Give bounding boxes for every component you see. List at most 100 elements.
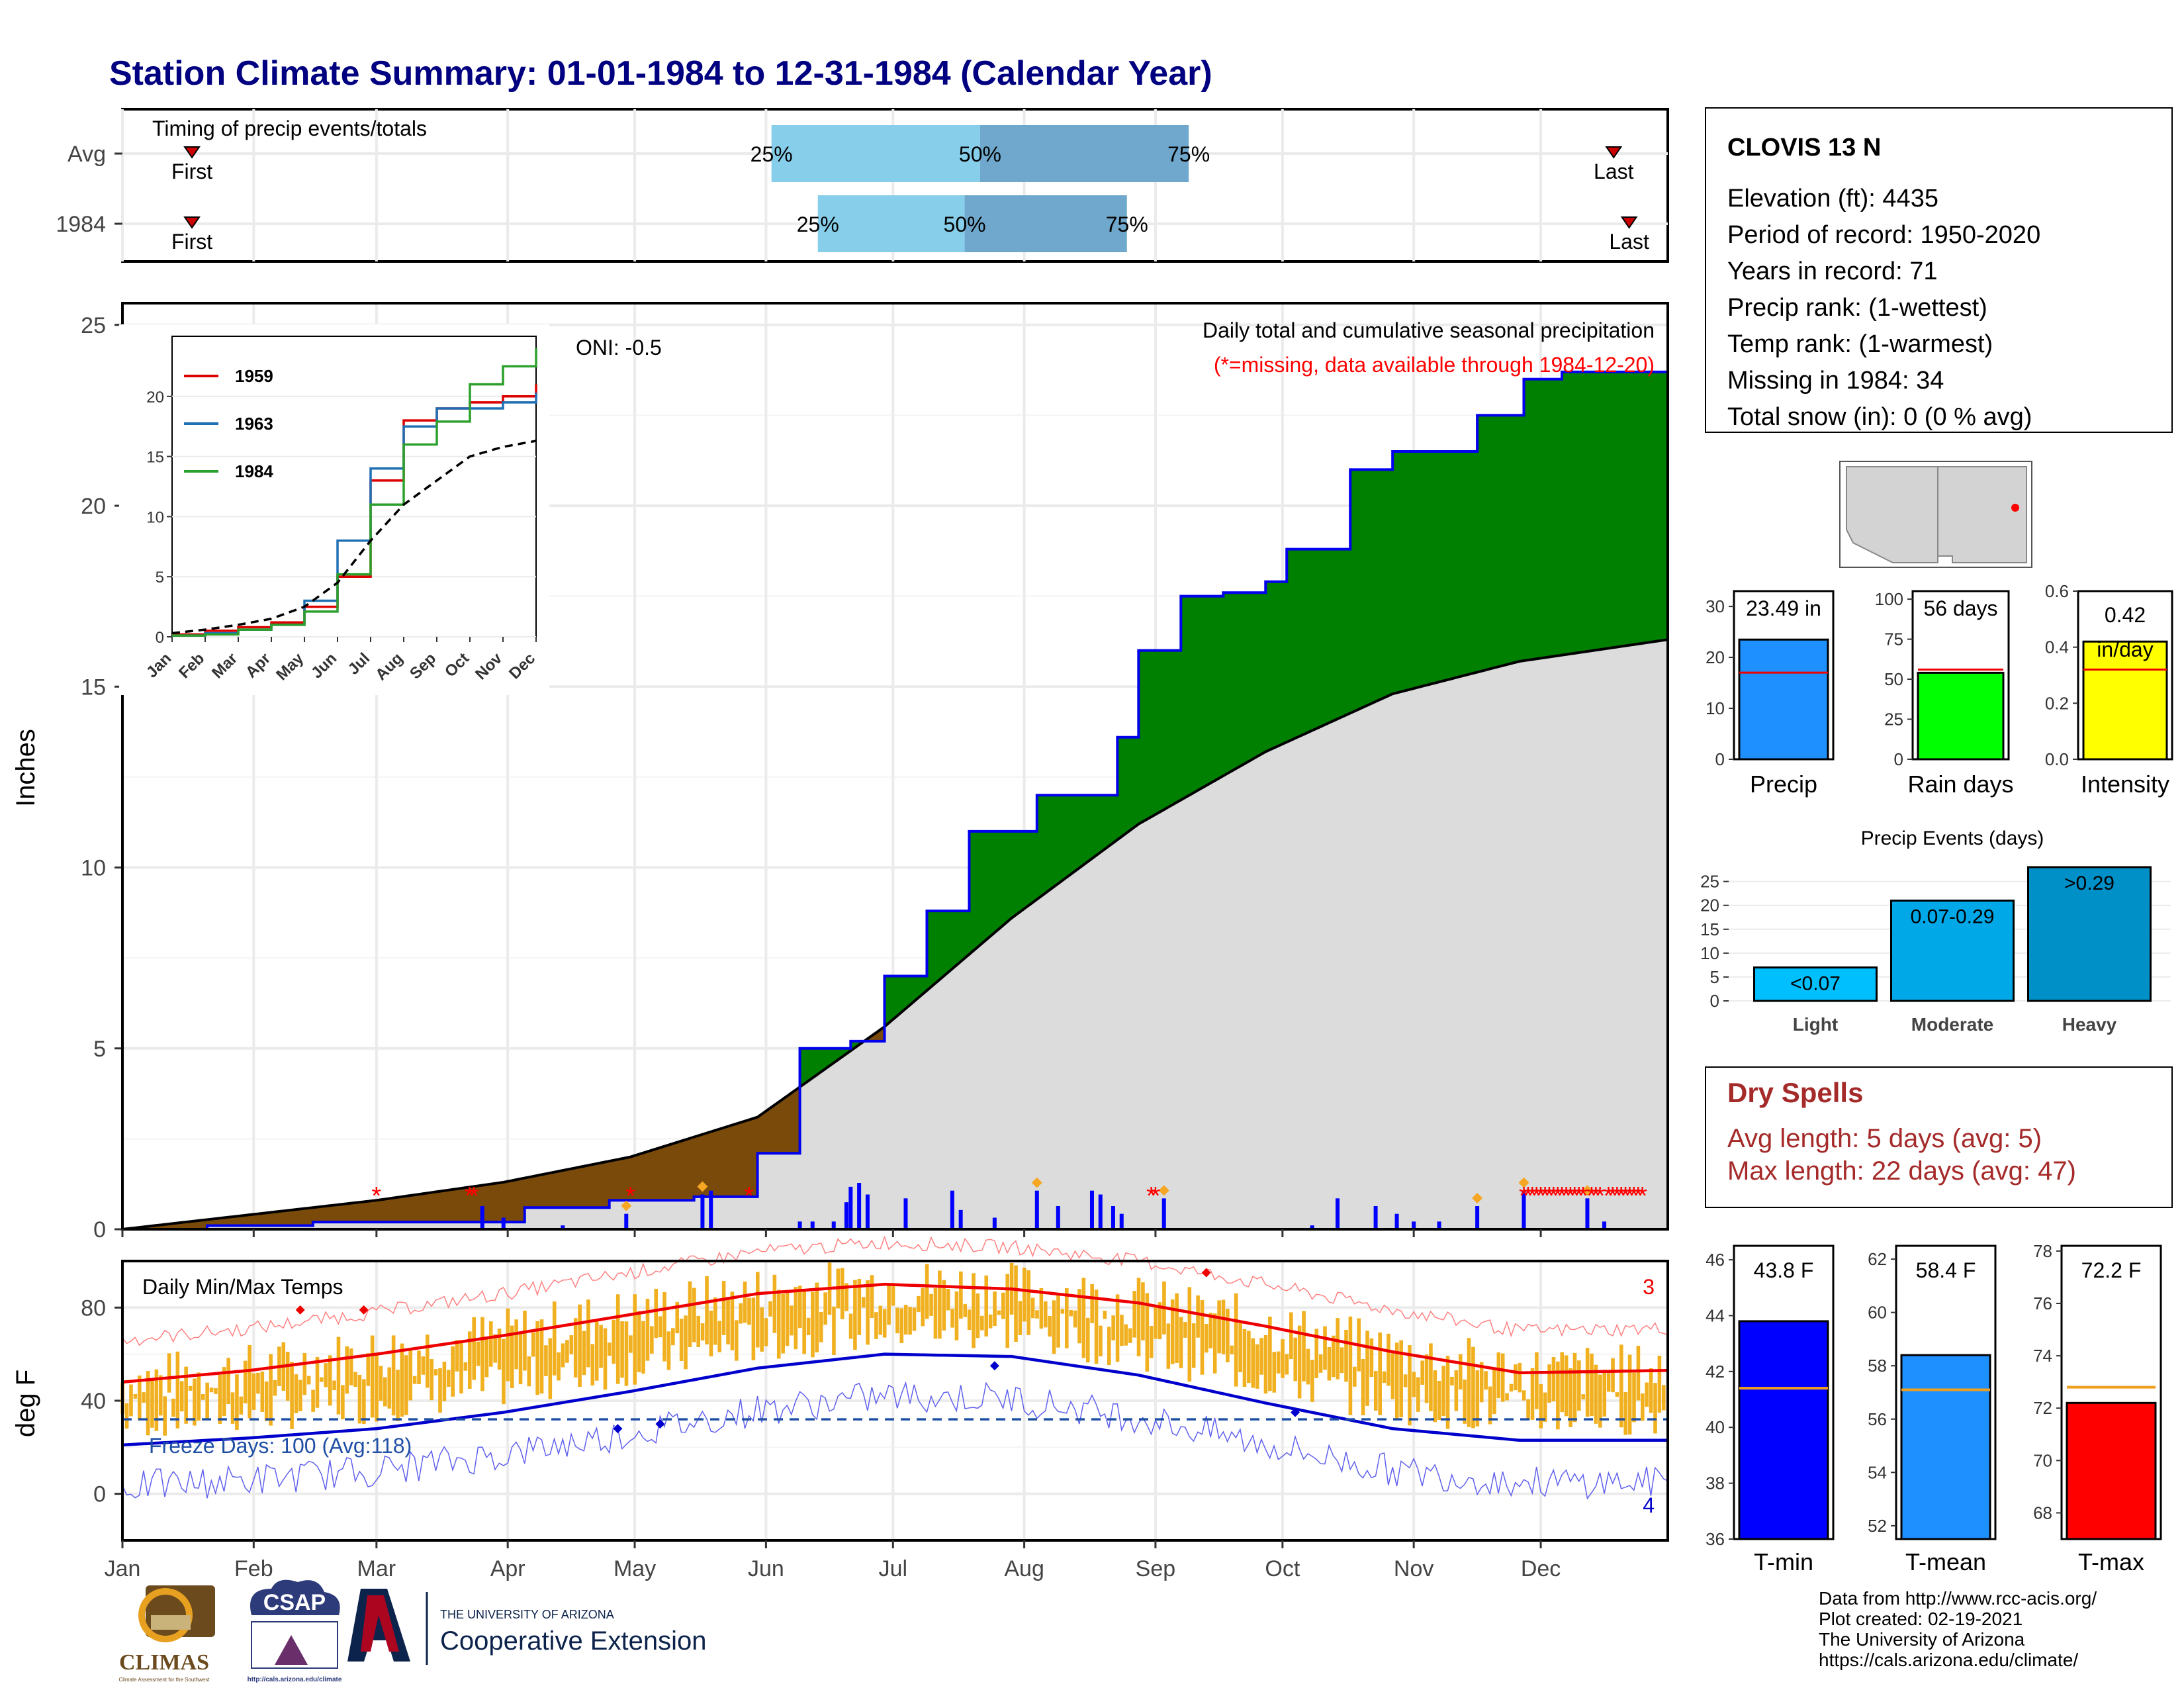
daily-temp-bar — [1641, 1393, 1645, 1421]
daily-temp-bar — [967, 1309, 972, 1331]
daily-temp-bar — [264, 1381, 269, 1421]
daily-temp-bar — [861, 1297, 866, 1308]
precip-stat-bar — [1738, 638, 1829, 761]
daily-temp-bar — [917, 1295, 921, 1313]
precip-event-bar — [1753, 966, 1878, 1002]
daily-temp-bar — [679, 1319, 684, 1362]
csap-cloud-icon — [250, 1579, 340, 1615]
daily-temp-bar — [1373, 1371, 1378, 1411]
daily-temp-bar — [1154, 1305, 1158, 1339]
precip-event-bar-label: <0.07 — [1790, 973, 1841, 995]
daily-temp-bar — [684, 1315, 688, 1370]
station-info-line: Missing in 1984: 34 — [1727, 367, 1944, 395]
daily-temp-bar — [426, 1335, 430, 1388]
daily-temp-bar — [480, 1317, 484, 1391]
missing-day-marker: * — [1519, 1182, 1529, 1210]
precip-frame — [121, 302, 1669, 1231]
daily-temp-bar — [179, 1381, 184, 1412]
inset-legend-label: 1984 — [235, 461, 273, 481]
daily-temp-bar — [548, 1338, 553, 1399]
precip-stat-ytick-label: 50 — [1884, 669, 1903, 689]
daily-temp-bar — [154, 1369, 159, 1431]
temp-stat-ytick-label: 38 — [1706, 1474, 1725, 1493]
first-marker — [183, 216, 201, 229]
missing-day-marker: * — [1565, 1182, 1575, 1210]
daily-temp-bar — [1251, 1338, 1255, 1388]
daily-temp-bar — [129, 1384, 133, 1417]
daily-temp-bar — [806, 1317, 811, 1336]
daily-temp-bar — [1484, 1371, 1488, 1390]
station-info-line: Period of record: 1950-2020 — [1727, 221, 2040, 249]
daily-temp-bar — [1064, 1288, 1069, 1348]
daily-precip-bar — [848, 1186, 853, 1229]
daily-temp-bar — [214, 1388, 218, 1394]
daily-temp-bar — [260, 1371, 265, 1412]
daily-temp-bar — [535, 1321, 539, 1395]
daily-temp-bar — [137, 1375, 142, 1421]
daily-temp-bar — [488, 1321, 493, 1367]
daily-temp-bar — [751, 1297, 756, 1360]
daily-temp-bar — [853, 1280, 857, 1350]
daily-temp-bar — [870, 1275, 874, 1319]
daily-temp-bar — [1268, 1316, 1272, 1391]
daily-temp-bar — [1602, 1372, 1607, 1417]
daily-temp-bar — [1500, 1353, 1505, 1402]
daily-temp-bar — [1026, 1270, 1031, 1335]
daily-temp-bar — [933, 1288, 938, 1339]
daily-temp-bar — [963, 1303, 968, 1317]
daily-precip-bar — [810, 1221, 815, 1229]
daily-temp-bar — [1035, 1310, 1039, 1319]
daily-temp-bar — [1005, 1274, 1010, 1348]
daily-temp-bar — [1276, 1351, 1281, 1374]
daily-temp-bar — [608, 1342, 612, 1356]
daily-temp-bar — [345, 1346, 349, 1394]
daily-temp-bar — [578, 1304, 582, 1387]
heavy-event-marker — [1031, 1177, 1042, 1188]
missing-day-marker: * — [1612, 1182, 1622, 1210]
credits: Data from http://www.rcc-acis.org/Plot c… — [1819, 1588, 2097, 1670]
precip-ytick-label: 25 — [81, 313, 106, 338]
missing-day-marker: * — [1574, 1182, 1584, 1210]
daily-temp-bar — [1492, 1368, 1496, 1415]
daily-temp-bar — [430, 1359, 433, 1401]
daily-temp-bar — [1099, 1325, 1103, 1356]
inset-ytick-label: 10 — [146, 508, 164, 526]
daily-temp-bar — [1475, 1370, 1480, 1427]
daily-temp-bar — [146, 1371, 150, 1436]
station-info-line: Temp rank: (1-warmest) — [1727, 330, 1993, 358]
ua-logo-small-text: THE UNIVERSITY OF ARIZONA — [440, 1608, 614, 1621]
daily-precip-bar — [709, 1190, 713, 1229]
events-ytick-label: 25 — [1700, 872, 1719, 892]
daily-temp-bar — [980, 1315, 984, 1331]
daily-temp-bar — [1615, 1392, 1619, 1397]
record-high-marker — [1201, 1268, 1211, 1278]
daily-temp-bar — [379, 1366, 383, 1401]
daily-temp-bar — [1416, 1377, 1420, 1412]
daily-temp-bar — [239, 1396, 244, 1415]
daily-temp-bar — [193, 1378, 197, 1426]
daily-temp-bar — [1323, 1326, 1327, 1370]
daily-temp-bar — [1132, 1291, 1136, 1338]
daily-temp-bar — [976, 1293, 980, 1338]
daily-temp-bar — [269, 1354, 273, 1426]
daily-temp-bar — [1433, 1370, 1437, 1423]
daily-precip-bar — [1336, 1198, 1340, 1229]
daily-temp-bar — [1001, 1292, 1005, 1319]
precip-event-bar — [2027, 866, 2152, 1002]
precip-stat-ytick-label: 100 — [1875, 589, 1903, 609]
daily-temp-bar — [1539, 1383, 1543, 1429]
daily-temp-bar — [1259, 1338, 1263, 1375]
daily-temp-bar — [696, 1315, 701, 1347]
precip-y-axis-label: Inches — [11, 729, 40, 807]
temp-stat-ytick-label: 56 — [1868, 1409, 1887, 1429]
daily-temp-bar — [133, 1393, 138, 1399]
month-label: May — [614, 1556, 656, 1581]
daily-temp-bar — [506, 1308, 510, 1382]
daily-temp-bar — [235, 1374, 239, 1430]
inset-ytick-label: 20 — [146, 389, 164, 406]
daily-temp-bar — [171, 1398, 175, 1417]
daily-temp-bar — [1281, 1339, 1285, 1378]
ua-logo-big-text: Cooperative Extension — [440, 1626, 706, 1656]
last-marker-label: Last — [1609, 230, 1649, 254]
daily-temp-bar — [311, 1389, 315, 1412]
